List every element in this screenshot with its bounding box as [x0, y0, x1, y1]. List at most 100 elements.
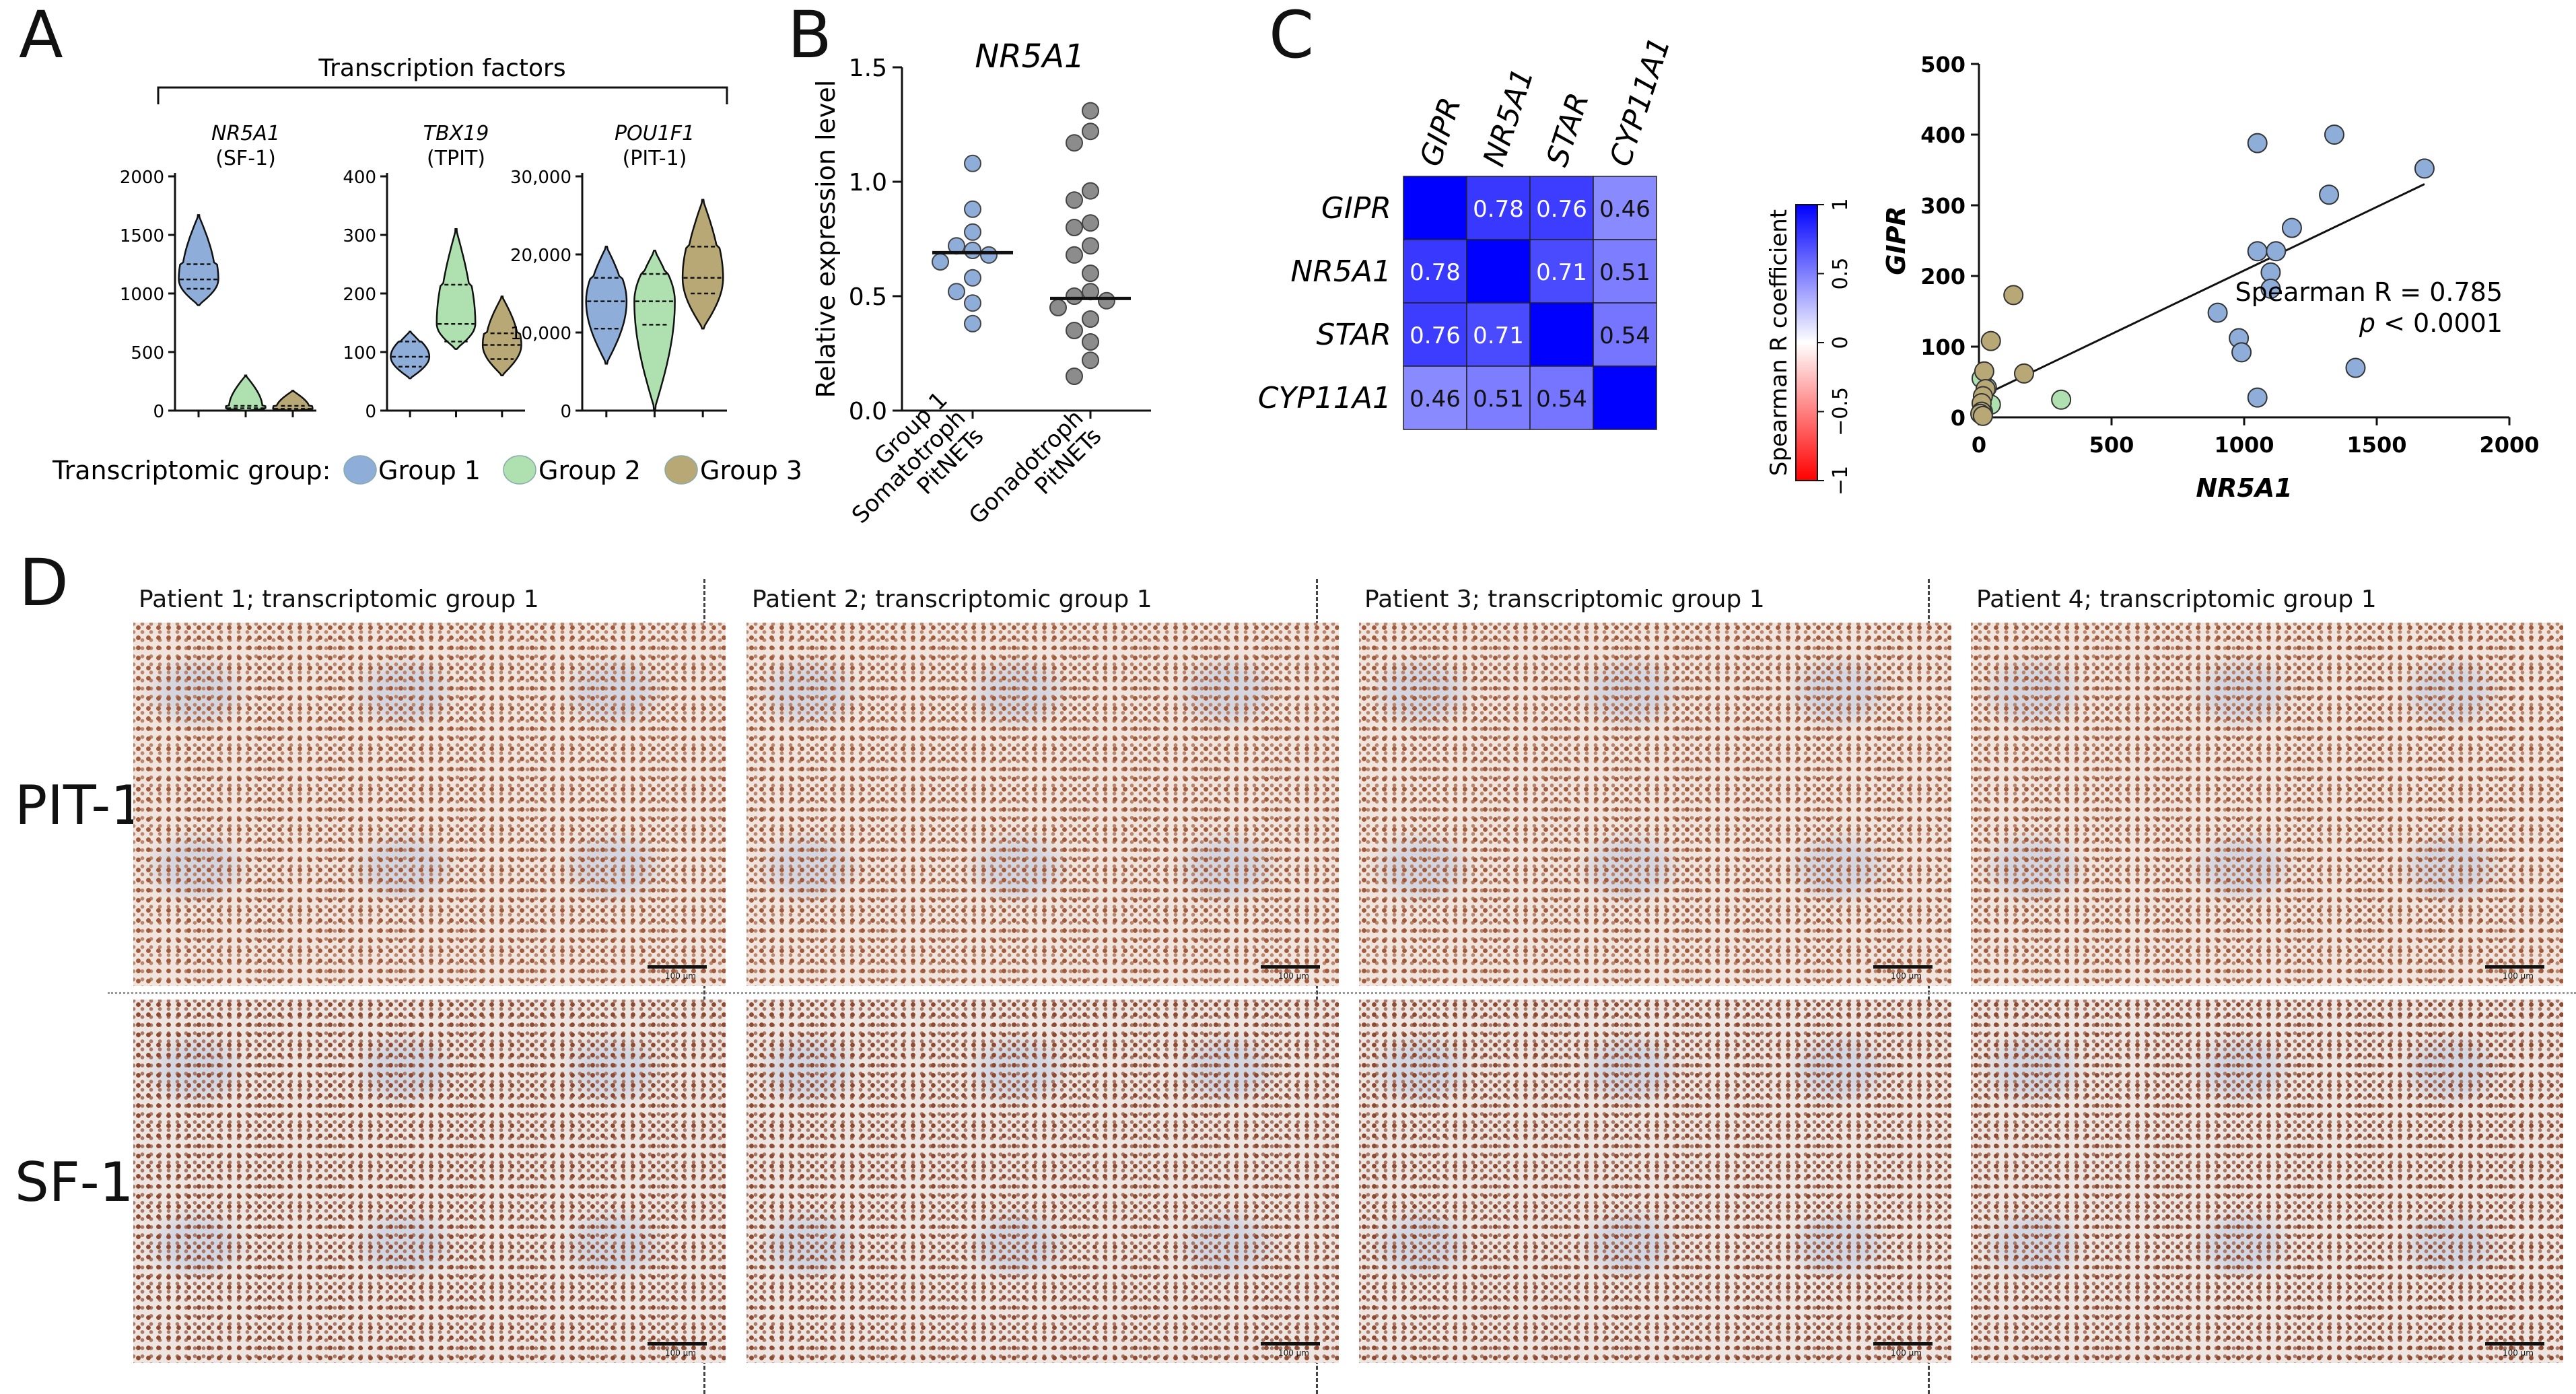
data-point: [964, 223, 981, 241]
panel-d-ihc-grid: Patient 1; transcriptomic group 1 Patient…: [0, 579, 2576, 1394]
scale-bar-label: 100 µm: [664, 1348, 696, 1358]
scale-bar: [2485, 1342, 2544, 1346]
stain-row-label: PIT-1: [15, 774, 145, 837]
scale-bar: [2485, 965, 2544, 969]
legend-label-group2: Group 2: [538, 456, 641, 485]
data-point: [1082, 214, 1099, 232]
heatmap-col-label: STAR: [1540, 89, 1596, 171]
scatter-point: [2414, 158, 2435, 179]
y-tick-label: 300: [343, 226, 376, 246]
column-divider: [703, 579, 705, 1394]
y-tick-label: 30,000: [510, 168, 571, 188]
heatmap-col-label: GIPR: [1414, 94, 1468, 171]
violin-group-3: [481, 295, 522, 377]
panel-letter-c: C: [1269, 0, 1315, 73]
heatmap-cell: [1529, 365, 1594, 430]
heatmap-cell: [1593, 302, 1657, 367]
patient-caption: Patient 3; transcriptomic group 1: [1364, 586, 1765, 613]
scatter-point: [1972, 405, 1993, 426]
legend: Transcriptomic group: Group 1 Group 2 Gr…: [52, 455, 802, 485]
violin-subtitle: (TPIT): [427, 147, 485, 170]
y-tick-label: 0: [560, 402, 571, 422]
scatter-point: [2324, 125, 2344, 145]
data-point: [1066, 191, 1083, 209]
legend-swatch-group1: [343, 455, 377, 485]
heatmap-cell: [1593, 365, 1657, 430]
y-axis-label: GIPR: [1881, 206, 1911, 275]
colorbar-label: Spearman R coefficient: [1766, 209, 1792, 476]
y-tick-label: 20,000: [510, 246, 571, 266]
heatmap-cell: [1466, 365, 1531, 430]
bracket-title: Transcription factors: [318, 55, 565, 82]
annotation-p-symbol: p: [2359, 308, 2375, 338]
scatter-point: [2231, 342, 2252, 363]
scatter-point: [2281, 217, 2302, 238]
violin-group-1: [390, 330, 431, 380]
y-tick-label: 0: [1951, 405, 1965, 431]
heatmap-value-label: 0.51: [1599, 259, 1650, 286]
heatmap-cell: [1466, 176, 1531, 240]
heatmap-cell: [1403, 239, 1467, 304]
x-tick-label: 1500: [2346, 432, 2406, 458]
y-tick-label: 10,000: [510, 324, 571, 344]
column-divider: [1316, 579, 1318, 1394]
violin-title: TBX19: [423, 122, 489, 145]
transcription-factors-bracket: Transcription factors: [157, 55, 728, 104]
scatter-point: [2207, 302, 2228, 323]
ihc-image: 100 µm: [1359, 1000, 1951, 1363]
scatter-point: [2051, 389, 2072, 410]
y-tick-label: 1500: [120, 226, 164, 246]
scatter-point: [2319, 184, 2340, 205]
ihc-image: 100 µm: [746, 623, 1339, 986]
scale-bar-label: 100 µm: [2502, 1348, 2534, 1358]
heatmap-value-label: 0.76: [1536, 196, 1587, 223]
colorbar-tick-label: 0.5: [1829, 258, 1852, 290]
x-tick-label: 0: [1972, 432, 1986, 458]
heatmap-value-label: 0.54: [1536, 386, 1587, 413]
heatmap-row-label: GIPR: [1321, 191, 1391, 225]
panel-letter-d: D: [19, 545, 69, 621]
y-tick-label: 100: [343, 343, 376, 363]
colorbar: [1795, 204, 1818, 481]
data-point: [980, 246, 998, 264]
ihc-image: 100 µm: [1971, 623, 2563, 986]
y-tick-label: 0.5: [849, 283, 887, 311]
data-point: [964, 154, 981, 172]
scale-bar-label: 100 µm: [664, 971, 696, 981]
y-tick-label: 200: [1920, 264, 1965, 289]
ihc-image: 100 µm: [746, 1000, 1339, 1363]
panel-c-gipr-nr5a1-scatter: 0 100 200 300 400 500 0 500 1000 1500 2000 NR5A1 GIP…: [1881, 52, 2540, 503]
heatmap-cell: [1529, 302, 1594, 367]
heatmap-cell: [1403, 176, 1467, 240]
y-tick-label: 1000: [120, 285, 164, 305]
violin-group-2: [436, 228, 477, 350]
x-tick-label: 1000: [2214, 432, 2274, 458]
data-point: [1098, 291, 1115, 310]
scale-bar-label: 100 µm: [1890, 971, 1922, 981]
scatter-point: [2013, 363, 2034, 384]
data-point: [1082, 333, 1099, 351]
violin-group-3: [681, 199, 724, 330]
data-point: [1066, 219, 1083, 236]
x-tick-label: 2000: [2479, 432, 2539, 458]
data-point: [1049, 299, 1067, 316]
scale-bar: [1873, 965, 1933, 969]
y-tick-label: 300: [1920, 193, 1965, 219]
heatmap-cell: [1466, 302, 1531, 367]
y-tick-label: 100: [1920, 335, 1965, 360]
scatter-point: [1974, 361, 1994, 382]
scatter-point: [2247, 133, 2268, 153]
legend-swatch-group2: [503, 455, 536, 485]
x-tick-label: 500: [2089, 432, 2134, 458]
patient-caption: Patient 2; transcriptomic group 1: [752, 586, 1152, 613]
data-point: [948, 283, 965, 301]
data-point: [964, 200, 981, 218]
violin-title: NR5A1: [211, 122, 280, 145]
ihc-image: 100 µm: [133, 1000, 726, 1363]
heatmap-cell: [1593, 239, 1657, 304]
heatmap-cell: [1529, 176, 1594, 240]
heatmap-row-label: STAR: [1317, 318, 1391, 352]
y-tick-label: 200: [343, 285, 376, 305]
annotation-spearman: Spearman R = 0.785: [2235, 277, 2503, 307]
